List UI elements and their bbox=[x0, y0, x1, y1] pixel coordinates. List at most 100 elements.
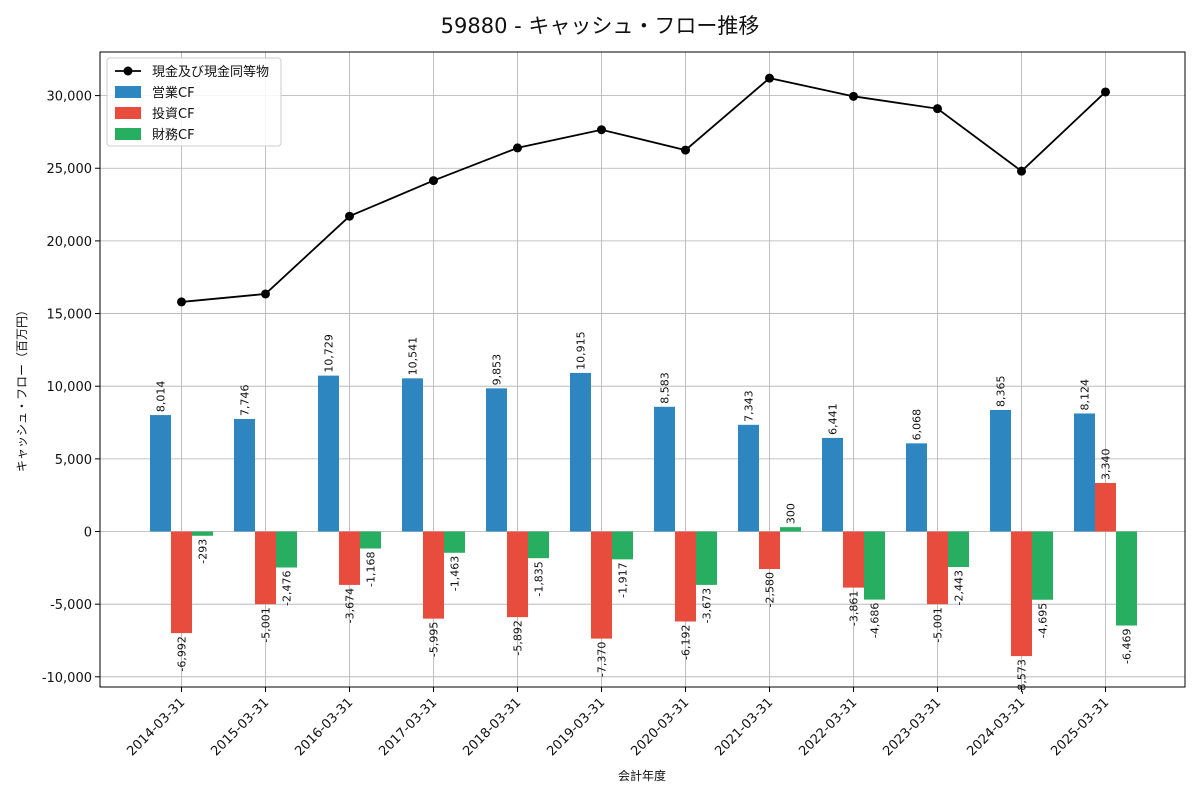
value-label: -4,686 bbox=[869, 603, 882, 638]
bar-投資CF bbox=[423, 531, 444, 619]
x-axis: 2014-03-31 2015-03-31 2016-03-31 2017-03-31… bbox=[124, 687, 1112, 759]
x-axis-label: 会計年度 bbox=[618, 768, 666, 783]
bar-営業CF bbox=[318, 375, 339, 532]
line-point bbox=[765, 73, 774, 83]
x-tick-label: 2015-03-31 bbox=[208, 695, 272, 759]
value-label: -3,673 bbox=[701, 588, 714, 623]
value-label: 7,343 bbox=[743, 390, 756, 422]
x-tick-label: 2024-03-31 bbox=[964, 695, 1028, 759]
value-label: -2,476 bbox=[281, 570, 294, 605]
bar-財務CF bbox=[1116, 531, 1137, 626]
value-label: -293 bbox=[197, 539, 210, 564]
value-label: -3,861 bbox=[848, 591, 861, 626]
bar-投資CF bbox=[1011, 531, 1032, 657]
y-tick-label: 30,000 bbox=[47, 90, 93, 105]
bar-財務CF bbox=[780, 527, 801, 532]
legend-swatch bbox=[115, 86, 141, 98]
y-tick-label: -10,000 bbox=[42, 671, 92, 686]
bar-投資CF bbox=[675, 531, 696, 622]
legend-label: 財務CF bbox=[152, 128, 195, 143]
value-label: 8,124 bbox=[1079, 379, 1092, 411]
y-tick-label: -5,000 bbox=[50, 598, 92, 613]
line-point bbox=[1101, 87, 1110, 97]
value-label: 10,541 bbox=[407, 337, 420, 376]
value-label: -5,995 bbox=[428, 622, 441, 657]
bar-財務CF bbox=[696, 531, 717, 585]
bar-財務CF bbox=[864, 531, 885, 600]
line-point bbox=[849, 91, 858, 101]
value-label: -2,443 bbox=[953, 570, 966, 605]
bar-営業CF bbox=[906, 443, 927, 532]
bar-財務CF bbox=[948, 531, 969, 568]
y-axis: -10,000 -5,000 0 5,000 10,000 15,000 20,000 25,… bbox=[42, 90, 100, 686]
bar-営業CF bbox=[738, 424, 759, 532]
value-label: 7,746 bbox=[239, 384, 252, 416]
legend-label: 営業CF bbox=[152, 85, 195, 101]
value-label: 6,068 bbox=[911, 409, 924, 441]
value-label: -5,001 bbox=[260, 607, 273, 642]
line-point bbox=[933, 104, 942, 114]
value-label: -1,463 bbox=[449, 556, 462, 591]
bar-営業CF bbox=[570, 372, 591, 532]
bar-営業CF bbox=[402, 378, 423, 532]
value-label: -1,168 bbox=[365, 551, 378, 586]
chart-title: 59880 - キャッシュ・フロー推移 bbox=[441, 14, 760, 38]
line-point bbox=[429, 176, 438, 186]
bar-投資CF bbox=[339, 531, 360, 585]
value-label: -1,917 bbox=[617, 562, 630, 597]
x-tick-label: 2022-03-31 bbox=[796, 695, 860, 759]
x-tick-label: 2016-03-31 bbox=[292, 695, 356, 759]
value-label: 8,014 bbox=[155, 381, 168, 413]
plot-frame bbox=[99, 51, 1186, 688]
x-tick-label: 2017-03-31 bbox=[376, 695, 440, 759]
y-tick-label: 5,000 bbox=[55, 453, 92, 468]
bar-財務CF bbox=[444, 531, 465, 553]
x-tick-label: 2014-03-31 bbox=[124, 695, 188, 759]
bar-投資CF bbox=[1095, 482, 1116, 532]
bar-営業CF bbox=[990, 409, 1011, 532]
value-label: 8,583 bbox=[659, 372, 672, 404]
y-tick-label: 20,000 bbox=[47, 235, 93, 250]
x-tick-label: 2021-03-31 bbox=[712, 695, 776, 759]
bar-投資CF bbox=[591, 531, 612, 639]
line-現金及び現金同等物 bbox=[181, 77, 1107, 303]
legend-label: 現金及び現金同等物 bbox=[152, 64, 269, 80]
bar-投資CF bbox=[255, 531, 276, 605]
bar-営業CF bbox=[1074, 413, 1095, 532]
y-axis-label: キャッシュ・フロー（百万円） bbox=[15, 304, 29, 472]
value-label: -3,674 bbox=[344, 588, 357, 623]
value-label: -1,835 bbox=[533, 561, 546, 596]
value-label: -6,469 bbox=[1121, 629, 1134, 664]
bar-財務CF bbox=[360, 531, 381, 549]
bar-営業CF bbox=[486, 388, 507, 532]
bar-投資CF bbox=[759, 531, 780, 570]
line-point bbox=[345, 211, 354, 221]
bar-営業CF bbox=[234, 418, 255, 532]
value-label: -5,001 bbox=[932, 607, 945, 642]
value-label: 9,853 bbox=[491, 354, 504, 386]
value-label: -6,192 bbox=[680, 624, 693, 659]
x-tick-label: 2023-03-31 bbox=[880, 695, 944, 759]
value-label: 10,915 bbox=[575, 331, 588, 370]
line-point bbox=[1017, 166, 1026, 176]
bar-財務CF bbox=[612, 531, 633, 560]
y-tick-label: 25,000 bbox=[47, 162, 93, 177]
value-label: 8,365 bbox=[995, 375, 1008, 407]
legend-label: 投資CF bbox=[152, 106, 195, 122]
bar-財務CF bbox=[276, 531, 297, 568]
value-label: -4,695 bbox=[1037, 603, 1050, 638]
legend-marker bbox=[123, 66, 133, 76]
legend-swatch bbox=[115, 107, 141, 119]
bar-投資CF bbox=[507, 531, 528, 618]
value-labels: 8,014 7,746 10,729 10,541 9,853 10,915 8,583 7,… bbox=[155, 331, 1134, 694]
bar-営業CF bbox=[822, 437, 843, 532]
x-tick-label: 2018-03-31 bbox=[460, 695, 524, 759]
bar-財務CF bbox=[1032, 531, 1053, 600]
x-tick-label: 2019-03-31 bbox=[544, 695, 608, 759]
value-label: -6,992 bbox=[176, 636, 189, 671]
bars bbox=[150, 372, 1137, 657]
line-point bbox=[681, 145, 690, 155]
y-tick-label: 10,000 bbox=[47, 380, 93, 395]
